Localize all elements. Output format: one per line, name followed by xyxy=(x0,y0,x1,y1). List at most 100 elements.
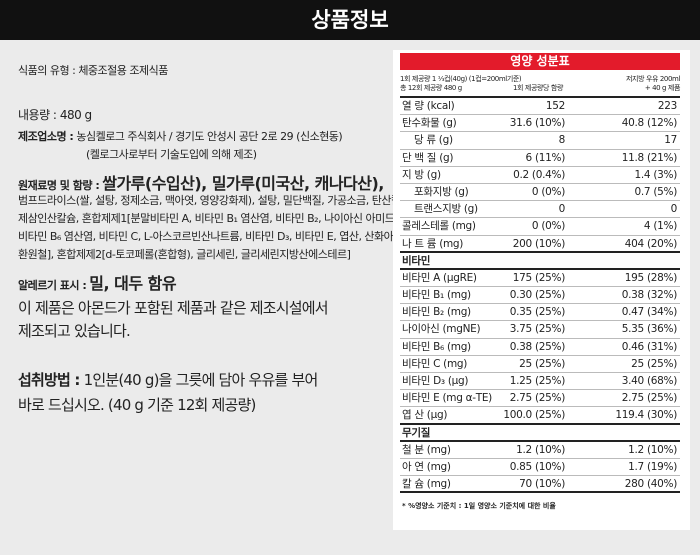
with-milk-value: 0.47 (34%) xyxy=(621,306,678,319)
with-milk-value: 1.2 (10%) xyxy=(628,443,677,456)
with-milk-value: 195 (28%) xyxy=(624,271,678,284)
usage-line: 1인분(40 g)을 그릇에 담아 우유를 부어 xyxy=(83,371,319,389)
nutrient-name: 무기질 xyxy=(402,426,431,439)
amount: 내용량 : 480 g xyxy=(18,106,92,123)
amount-value: 480 g xyxy=(59,108,92,122)
amount-label: 내용량 : xyxy=(18,108,57,122)
with-milk-value: 2.75 (25%) xyxy=(621,392,678,405)
section-header: 비타민 xyxy=(400,253,680,270)
with-milk-value: 25 (25%) xyxy=(631,357,677,370)
page-title: 상품정보 xyxy=(0,0,700,40)
usage-label: 섭취방법 : xyxy=(18,371,80,389)
per-serving-value: 6 (11%) xyxy=(525,151,566,164)
food-type-label: 식품의 유형 : xyxy=(18,64,76,77)
serving-info: 1회 제공량 1 ⅓컵(40g) (1컵=200ml기준) 총 12회 제공량 … xyxy=(400,75,522,93)
nutrient-name: 지 방 (g) xyxy=(402,168,441,181)
per-serving-value: 8 xyxy=(558,134,566,147)
nutrition-row: 비타민 B₂ (mg) 0.35 (25%) 0.47 (34%) xyxy=(400,304,680,322)
footnote: * %영양소 기준치 : 1일 영양소 기준치에 대한 비율 xyxy=(402,502,556,510)
with-milk-value: 0.7 (5%) xyxy=(634,185,678,198)
col2-header: 저지방 우유 200ml + 40 g 제품 xyxy=(626,75,680,93)
nutrient-name: 비타민 A (μgRE) xyxy=(402,271,477,284)
nutrient-name: 비타민 C (mg) xyxy=(402,357,468,370)
nutrient-name: 비타민 E (mg α-TE) xyxy=(402,392,492,405)
nutrition-title: 영양 성분표 xyxy=(400,53,680,70)
nutrient-name: 비타민 D₃ (μg) xyxy=(402,375,469,387)
nutrient-name: 비타민 xyxy=(402,254,431,267)
nutrient-name: 포화지방 (g) xyxy=(414,185,469,198)
per-serving-value: 1.2 (10%) xyxy=(516,443,565,456)
allergy: 알레르기 표시 : 밀, 대두 함유 xyxy=(18,270,177,294)
ingredients-line: 환원철], 혼합제제2[d-토코페롤(혼합형), 글리세린, 글리세린지방산에스… xyxy=(18,248,351,261)
ingredients-line: 제삼인산칼슘, 혼합제제1[분말비타민 A, 비타민 B₁ 염산염, 비타민 B… xyxy=(18,212,398,225)
per-serving-value: 0.38 (25%) xyxy=(509,340,566,353)
nutrition-row: 비타민 D₃ (μg) 1.25 (25%) 3.40 (68%) xyxy=(400,373,680,391)
ingredients-main: 쌀가루(수입산), 밀가루(미국산, 캐나다산), xyxy=(102,174,384,193)
nutrient-name: 비타민 B₁ (mg) xyxy=(402,289,471,302)
with-milk-value: 40.8 (12%) xyxy=(621,117,678,130)
maker-value: 농심켈로그 주식회사 / 경기도 안성시 공단 2로 29 (신소현동) xyxy=(76,130,343,143)
with-milk-value: 4 (1%) xyxy=(643,220,677,233)
nutrition-row: 비타민 B₁ (mg) 0.30 (25%) 0.38 (32%) xyxy=(400,287,680,305)
nutrition-table: 열 량 (kcal) 152 223 탄수화물 (g) 31.6 (10%) 40.8 (… xyxy=(400,96,680,494)
with-milk-value: 1.4 (3%) xyxy=(634,168,678,181)
section-header: 무기질 xyxy=(400,425,680,442)
per-serving-value: 70 (10%) xyxy=(519,478,565,491)
allergy-value: 밀, 대두 함유 xyxy=(89,274,177,293)
with-milk-value: 0 xyxy=(670,203,678,216)
food-type-value: 체중조절용 조제식품 xyxy=(78,64,168,77)
nutrient-name: 콜레스테롤 (mg) xyxy=(402,220,476,233)
per-serving-value: 175 (25%) xyxy=(512,271,566,284)
nutrition-row: 탄수화물 (g) 31.6 (10%) 40.8 (12%) xyxy=(400,115,680,133)
nutrition-row: 나이아신 (mgNE) 3.75 (25%) 5.35 (36%) xyxy=(400,321,680,339)
with-milk-value: 17 xyxy=(664,134,677,147)
per-serving-value: 152 xyxy=(545,100,565,112)
nutrient-name: 비타민 B₆ (mg) xyxy=(402,340,471,353)
nutrition-row: 열 량 (kcal) 152 223 xyxy=(400,98,680,116)
per-serving-value: 100.0 (25%) xyxy=(503,409,565,422)
per-serving-value: 200 (10%) xyxy=(512,237,566,250)
nutrient-name: 칼 슘 (mg) xyxy=(402,478,451,491)
per-serving-value: 25 (25%) xyxy=(519,357,565,370)
per-serving-value: 0.30 (25%) xyxy=(509,289,566,302)
col2-header-line: + 40 g 제품 xyxy=(644,84,681,92)
allergy-note: 제조되고 있습니다. xyxy=(18,322,131,340)
nutrition-row: 엽 산 (μg) 100.0 (25%) 119.4 (30%) xyxy=(400,407,680,425)
per-serving-value: 2.75 (25%) xyxy=(509,392,566,405)
serving-line: 총 12회 제공량 480 g xyxy=(400,84,462,92)
nutrient-name: 철 분 (mg) xyxy=(402,443,451,456)
usage: 섭취방법 : 1인분(40 g)을 그릇에 담아 우유를 부어 xyxy=(18,369,318,390)
per-serving-value: 1.25 (25%) xyxy=(509,375,566,387)
per-serving-value: 31.6 (10%) xyxy=(509,117,566,130)
allergy-note: 이 제품은 아몬드가 포함된 제품과 같은 제조시설에서 xyxy=(18,299,329,317)
with-milk-value: 280 (40%) xyxy=(624,478,678,491)
nutrition-row: 단 백 질 (g) 6 (11%) 11.8 (21%) xyxy=(400,150,680,167)
with-milk-value: 0.38 (32%) xyxy=(621,289,678,302)
maker: 제조업소명 : 농심켈로그 주식회사 / 경기도 안성시 공단 2로 29 (신… xyxy=(18,128,343,144)
nutrition-row: 콜레스테롤 (mg) 0 (0%) 4 (1%) xyxy=(400,218,680,236)
ingredients-label: 원재료명 및 함량 : xyxy=(18,179,100,192)
with-milk-value: 119.4 (30%) xyxy=(615,409,677,422)
nutrient-name: 나 트 륨 (mg) xyxy=(402,237,464,250)
with-milk-value: 0.46 (31%) xyxy=(621,340,678,353)
food-type: 식품의 유형 : 체중조절용 조제식품 xyxy=(18,62,168,78)
nutrient-name: 아 연 (mg) xyxy=(402,460,451,473)
with-milk-value: 5.35 (36%) xyxy=(621,323,678,336)
per-serving-value: 0.2 (0.4%) xyxy=(513,168,565,181)
with-milk-value: 3.40 (68%) xyxy=(621,375,678,387)
col1-header: 1회 제공량당 함량 xyxy=(513,84,563,92)
with-milk-value: 11.8 (21%) xyxy=(621,151,678,164)
usage-line: 바로 드십시오. (40 g 기준 12회 제공량) xyxy=(18,396,256,414)
maker-label: 제조업소명 : xyxy=(18,130,74,143)
nutrition-row: 철 분 (mg) 1.2 (10%) 1.2 (10%) xyxy=(400,442,680,459)
nutrition-row: 포화지방 (g) 0 (0%) 0.7 (5%) xyxy=(400,184,680,202)
nutrition-row: 트랜스지방 (g) 0 0 xyxy=(400,201,680,219)
per-serving-value: 0 (0%) xyxy=(531,220,565,233)
nutrient-name: 나이아신 (mgNE) xyxy=(402,323,481,336)
nutrition-row: 나 트 륨 (mg) 200 (10%) 404 (20%) xyxy=(400,236,680,253)
nutrition-row: 아 연 (mg) 0.85 (10%) 1.7 (19%) xyxy=(400,459,680,477)
per-serving-value: 3.75 (25%) xyxy=(509,323,566,336)
allergy-label: 알레르기 표시 : xyxy=(18,279,87,292)
nutrition-row: 비타민 E (mg α-TE) 2.75 (25%) 2.75 (25%) xyxy=(400,390,680,408)
nutrition-row: 당 류 (g) 8 17 xyxy=(400,132,680,150)
